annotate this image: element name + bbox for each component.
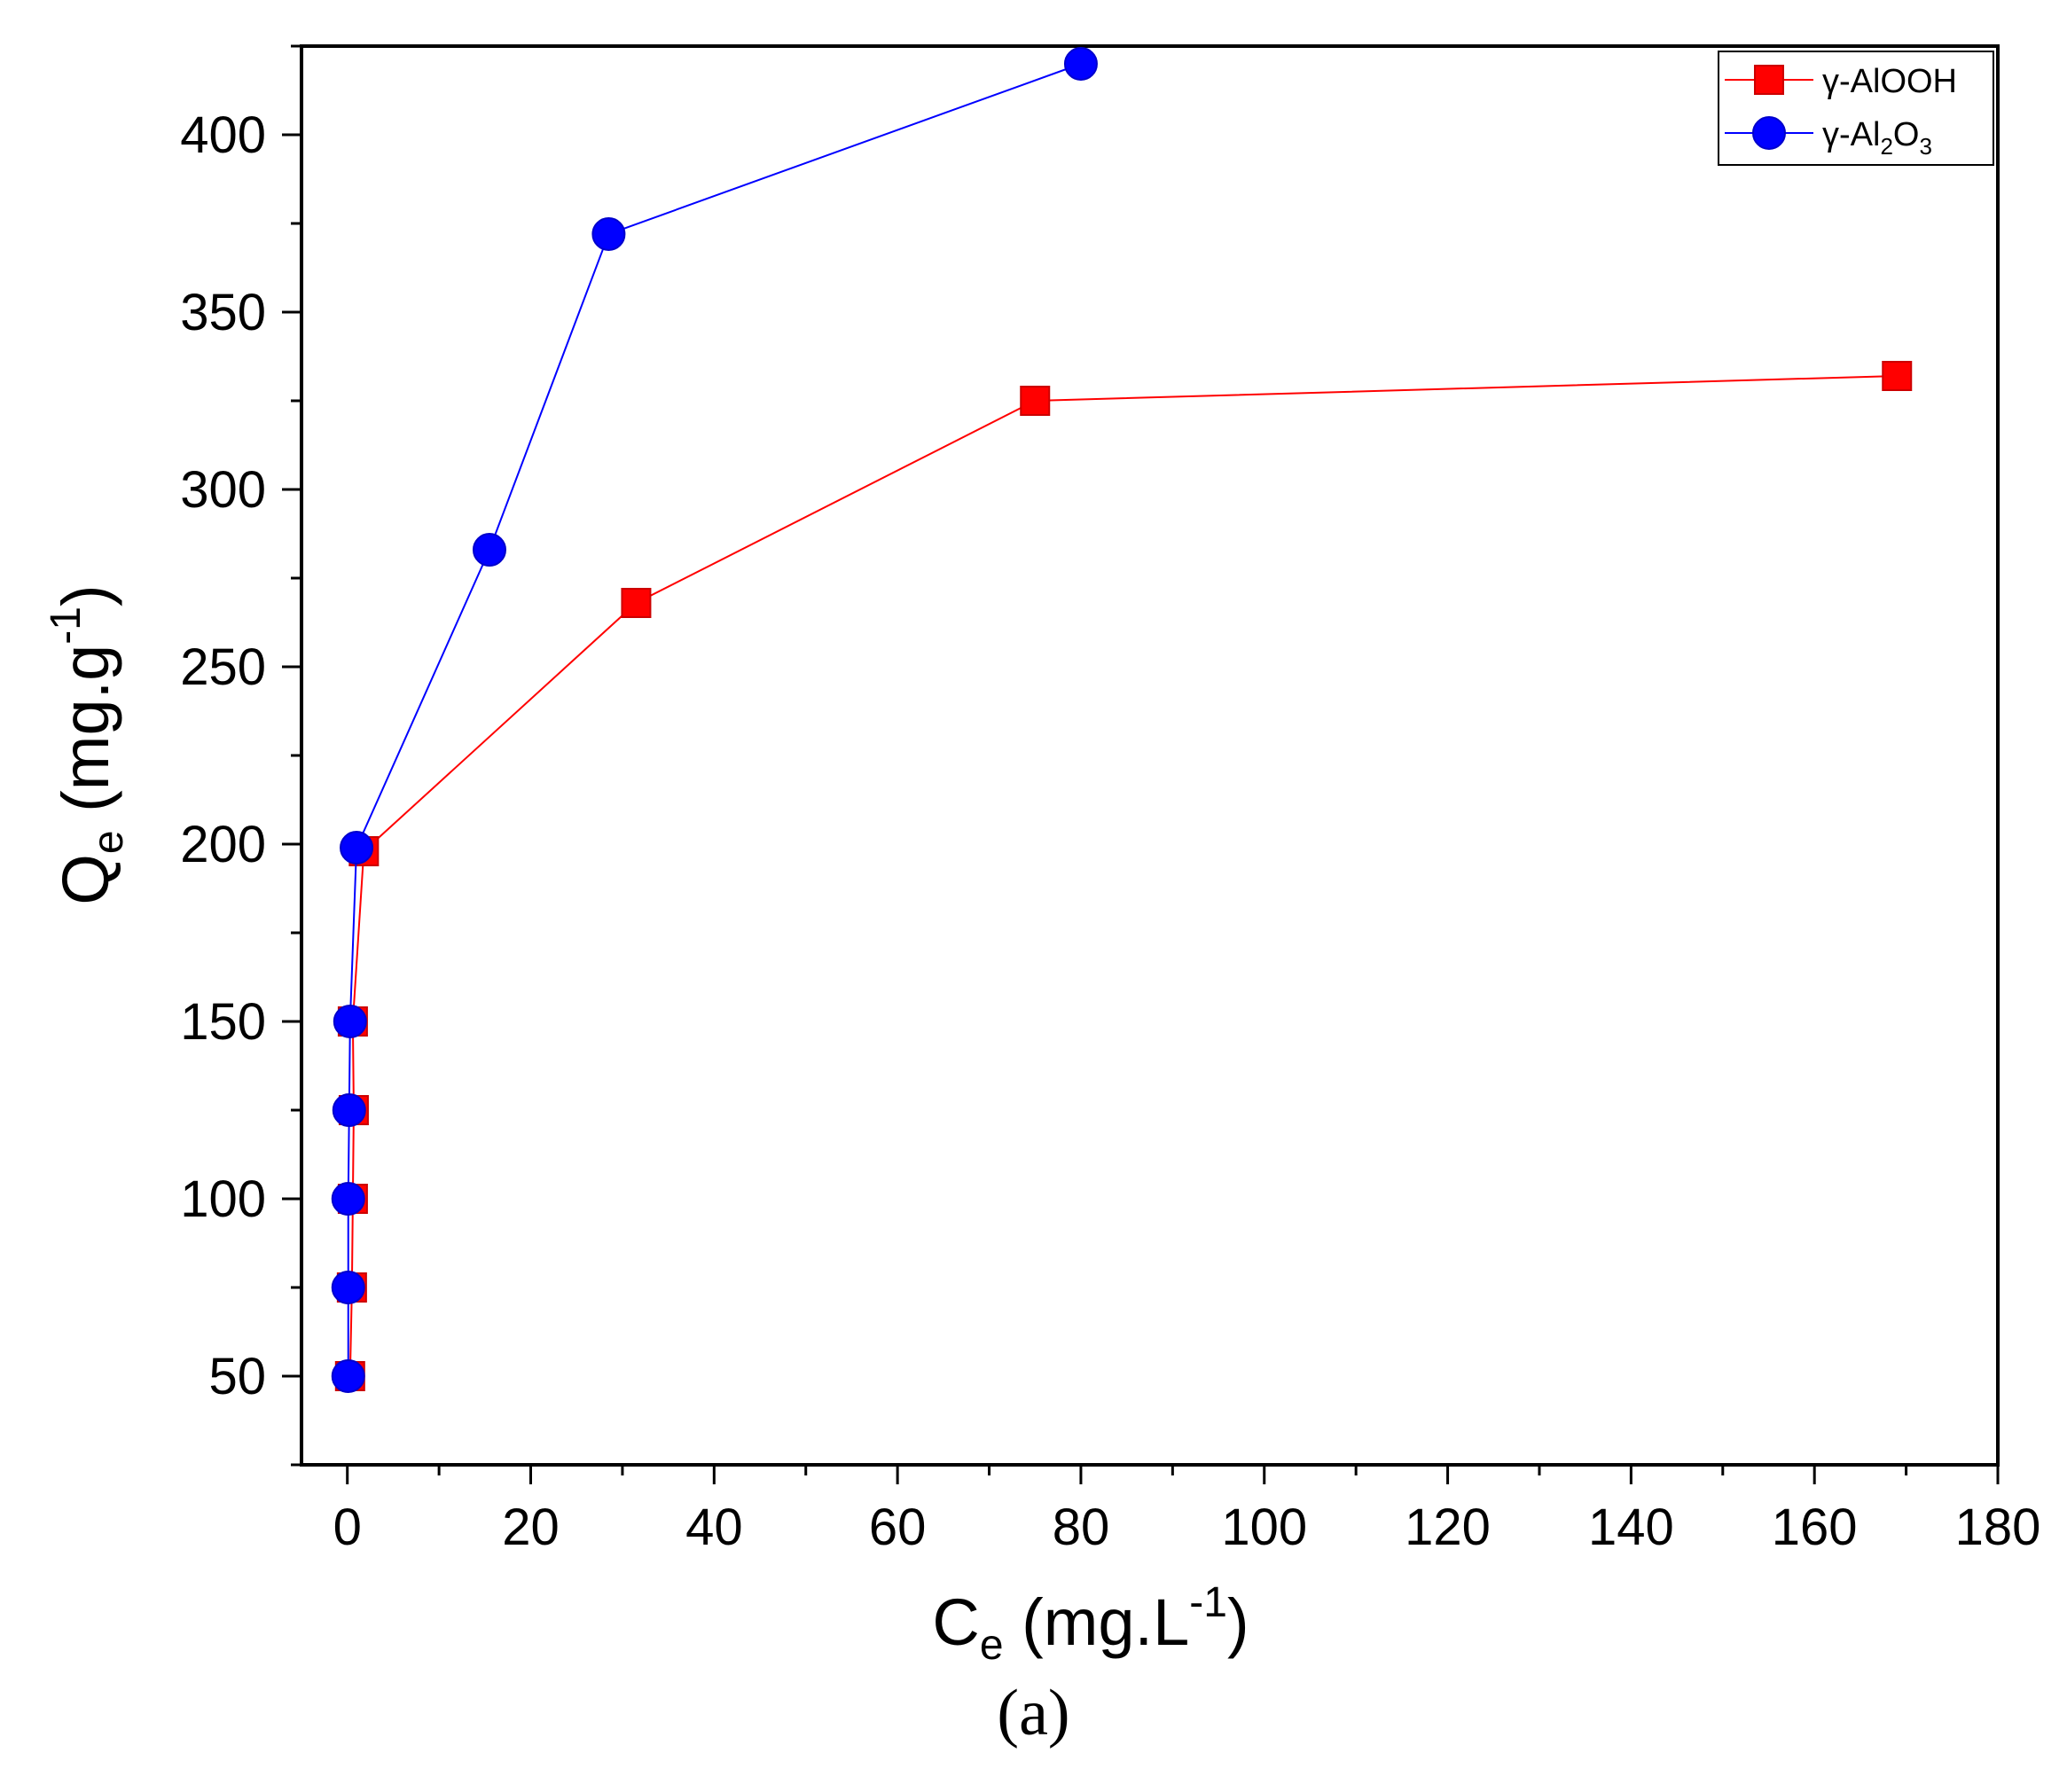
series-layer: [331, 47, 1913, 1393]
y-axis-title: Qe (mg.g-1): [43, 584, 132, 904]
x-axis-title: Ce (mg.L-1): [932, 1579, 1249, 1669]
x-tick-label: 0: [333, 1499, 362, 1556]
legend-marker-alooh: [1754, 65, 1784, 95]
series-line: [347, 63, 1082, 1376]
x-tick-label: 140: [1588, 1499, 1674, 1556]
y-tick-label: 250: [180, 638, 266, 696]
data-point-square: [621, 588, 652, 618]
y-tick-label: 350: [180, 284, 266, 341]
axes-layer: 0 20 40 60 80 100 120 140 160 180 50 100 150 200 250 30…: [180, 44, 2041, 1556]
legend: γ-AlOOH γ-Al2O3: [1718, 51, 1994, 166]
data-point-circle: [331, 1182, 365, 1216]
data-point-circle: [591, 217, 626, 251]
x-tick-label: 160: [1772, 1499, 1858, 1556]
figure-caption: (a): [997, 1677, 1070, 1749]
series-line: [348, 375, 1898, 1377]
x-tick-label: 20: [502, 1499, 560, 1556]
x-tick-label: 80: [1053, 1499, 1110, 1556]
data-point-circle: [333, 1005, 367, 1038]
data-point-circle: [331, 1271, 365, 1304]
x-tick-label: 100: [1221, 1499, 1307, 1556]
y-tick-label: 50: [208, 1348, 266, 1405]
legend-label-al2o3: γ-Al2O3: [1822, 116, 1932, 160]
y-tick-label: 100: [180, 1170, 266, 1228]
x-tick-label: 40: [685, 1499, 743, 1556]
legend-marker-al2o3: [1752, 116, 1786, 150]
y-tick-label: 300: [180, 461, 266, 519]
plot-frame: [300, 44, 2000, 1467]
data-point-circle: [340, 831, 374, 865]
data-point-square: [1882, 361, 1913, 391]
series-al2o3: [331, 47, 1098, 1393]
x-tick-label: 120: [1405, 1499, 1491, 1556]
data-point-circle: [332, 1093, 366, 1127]
y-tick-label: 400: [180, 106, 266, 164]
legend-label-alooh: γ-AlOOH: [1822, 63, 1957, 100]
data-point-square: [1020, 386, 1051, 416]
y-tick-label: 200: [180, 816, 266, 873]
y-tick-label: 150: [180, 993, 266, 1051]
x-tick-label: 180: [1955, 1499, 2041, 1556]
data-point-circle: [331, 1359, 365, 1393]
data-point-circle: [472, 533, 506, 567]
data-point-circle: [1063, 47, 1098, 81]
x-tick-label: 60: [869, 1499, 927, 1556]
series-alooh: [334, 361, 1913, 1391]
